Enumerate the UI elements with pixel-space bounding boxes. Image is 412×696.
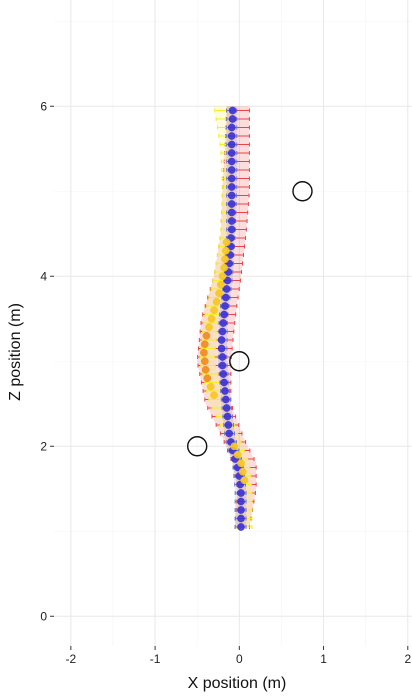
data-point [222,285,231,293]
data-point [240,476,249,485]
data-point [210,391,218,400]
data-point [207,314,216,323]
data-point [201,365,210,374]
y-axis-title: Z position (m) [7,303,24,401]
data-point [221,293,230,302]
data-point [238,467,247,476]
data-point [237,514,245,523]
x-tick-label: 2 [404,652,411,666]
data-point [218,361,227,370]
data-point [202,331,211,340]
data-point [215,289,223,298]
data-point [237,523,245,531]
obstacle-marker [292,181,313,202]
data-point [219,319,228,327]
data-point [227,183,236,191]
y-tick-label: 2 [40,439,47,453]
data-point [221,395,230,404]
data-point [228,115,237,123]
obstacle-marker [229,351,250,372]
obstacles [186,181,313,457]
data-point [227,200,236,208]
data-point [218,272,227,281]
x-tick-label: -1 [150,652,161,666]
data-point [218,327,227,336]
axes: -2 -1 0 1 2 0 2 4 6 [40,99,411,666]
data-point [221,387,229,395]
x-axis-title: X position (m) [188,675,287,692]
data-point [227,166,236,174]
data-point [227,217,236,225]
data-point [205,323,213,332]
x-tick-label: 0 [236,652,243,666]
data-point [221,255,229,264]
data-point [225,429,234,438]
data-point [216,280,225,289]
data-point [221,302,229,310]
data-point [227,174,236,183]
data-point [224,421,233,429]
data-point [227,191,236,200]
y-tick-label: 6 [40,99,47,113]
data-point [237,506,245,514]
y-tick-label: 0 [40,609,47,623]
data-point [227,208,236,217]
data-point [227,132,236,140]
data-point [237,497,245,506]
data-point [218,353,227,361]
data-point [223,276,232,285]
data-point [217,336,226,344]
data-point [212,297,221,306]
data-point [210,306,218,315]
data-point [200,357,209,366]
data-point [237,459,245,468]
data-points [200,106,249,531]
data-point [228,106,237,115]
data-point [221,246,230,255]
data-point [217,344,226,353]
data-point [227,140,236,149]
data-point [223,412,232,421]
x-tick-label: 1 [320,652,327,666]
data-point [203,374,212,383]
data-point [227,157,236,166]
band-envelope [218,106,247,528]
data-point [220,378,229,387]
data-point [222,238,231,247]
data-point [227,149,236,157]
data-point [233,450,242,459]
data-point [237,489,245,497]
data-point [200,340,209,349]
y-tick-label: 4 [40,269,47,283]
data-point [206,382,215,391]
data-point [227,225,236,234]
data-point [220,263,229,272]
data-point [230,442,239,451]
data-point [219,370,228,378]
x-tick-label: -2 [66,652,77,666]
data-point [220,310,229,319]
data-point [222,404,231,412]
data-point [200,348,208,357]
data-point [227,123,236,132]
obstacle-marker [186,436,208,457]
